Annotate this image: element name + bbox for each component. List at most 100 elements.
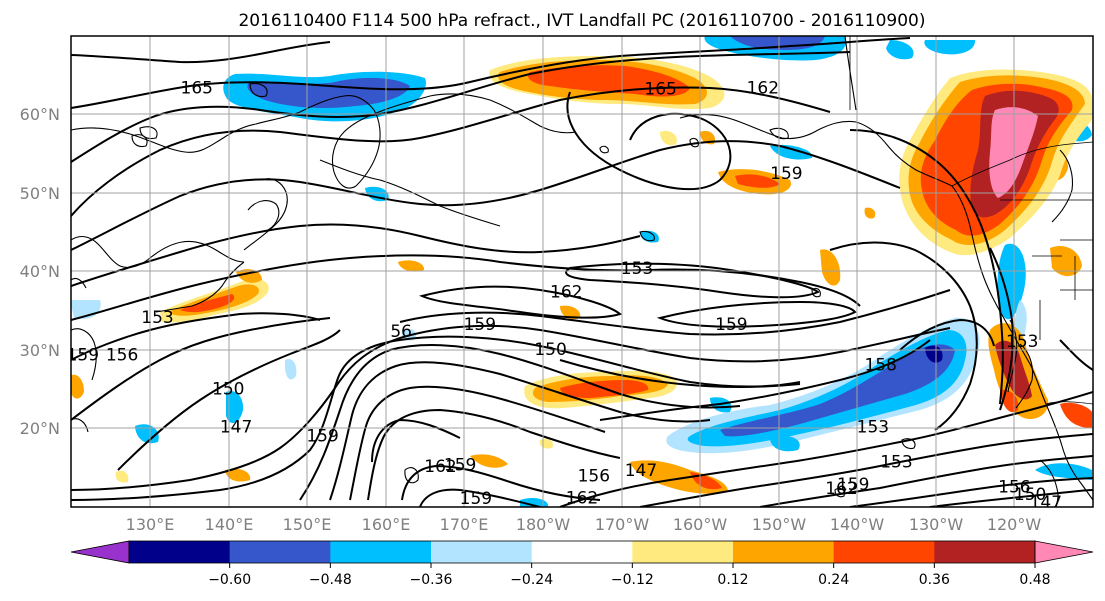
colorbar-tick-label: −0.24 [510, 572, 553, 588]
ivt-negative-region [226, 390, 244, 424]
colorbar-segment [632, 541, 734, 563]
colorbar-tick-labels: −0.60 −0.48 −0.36 −0.24 −0.12 0.12 0.24 0.36 0.4… [208, 563, 1051, 588]
contour-label: 159 [715, 315, 747, 335]
ivt-negative-region [687, 330, 967, 447]
contour-label: 147 [1030, 493, 1062, 513]
colorbar-tick-label: −0.12 [611, 572, 654, 588]
ivt-positive-region [398, 260, 425, 272]
contour-label: 153 [621, 259, 653, 279]
colorbar-segment [934, 541, 1036, 563]
contour-label: 165 [181, 79, 213, 99]
lon-label: 140°W [830, 515, 885, 534]
contour-label: 162 [825, 479, 857, 499]
contour-label: 147 [220, 418, 252, 438]
contour-label: 150 [534, 340, 566, 360]
colorbar-segment [129, 541, 231, 563]
lon-label: 160°E [362, 515, 411, 534]
ivt-positive-region [735, 174, 780, 188]
contour-label: 153 [141, 308, 173, 328]
contour-label: 162 [550, 283, 582, 303]
contour-label: 153 [857, 418, 889, 438]
contour-label: 156 [998, 477, 1030, 497]
contour-label: 147 [625, 461, 657, 481]
contour-label: 159 [464, 315, 496, 335]
contour-label: 162 [424, 457, 456, 477]
colorbar-tick-label: 0.48 [1019, 572, 1050, 588]
contour-label: 153 [1006, 332, 1038, 352]
contour-label: 156 [578, 466, 610, 486]
lat-label: 40°N [20, 262, 60, 281]
ivt-negative-region [720, 344, 955, 437]
ivt-negative-region [924, 40, 976, 55]
ivt-positive-region [820, 249, 841, 286]
ivt-positive-region [1060, 402, 1092, 428]
lon-label: 130°E [126, 515, 175, 534]
map-frame [70, 35, 1094, 508]
contour-label: 153 [880, 452, 912, 472]
colorbar-extend-high [1034, 540, 1094, 564]
contour-label: 162 [747, 79, 779, 99]
lon-label: 160°W [673, 515, 728, 534]
contour-label: 159 [306, 426, 338, 446]
contour-label: 156 [106, 345, 138, 365]
colorbar-segment [733, 541, 835, 563]
colorbar-tick-label: −0.60 [208, 572, 251, 588]
lon-label: 150°W [752, 515, 807, 534]
ivt-positive-region [470, 454, 508, 468]
ivt-negative-region [997, 243, 1026, 320]
ivt-negative-region [135, 424, 159, 444]
ivt-positive-region [1050, 246, 1082, 277]
coastlines [71, 36, 1093, 507]
ivt-negative-region [770, 144, 813, 160]
lon-label: 120°W [987, 515, 1042, 534]
lat-label: 60°N [20, 105, 60, 124]
lon-label: 180°W [516, 515, 571, 534]
ivt-positive-region [560, 305, 581, 320]
ivt-positive-region [225, 468, 251, 482]
colorbar-frame [128, 540, 1036, 564]
contour-label: 56 [390, 322, 412, 342]
ivt-negative-region [770, 435, 800, 452]
ivt-negative-region [1035, 463, 1092, 480]
lon-label: 140°E [205, 515, 254, 534]
contour-label: 159 [444, 455, 476, 475]
ivt-positive-region [660, 130, 677, 146]
ivt-positive-region [71, 374, 84, 399]
contour-label: 165 [644, 79, 676, 99]
lon-label: 130°W [909, 515, 964, 534]
contour-label: 159 [837, 475, 869, 495]
colorbar-tick-label: −0.48 [309, 572, 352, 588]
longitude-labels: 130°E 140°E 150°E 160°E 170°E 180°W 170°… [126, 515, 1042, 534]
lat-label: 30°N [20, 341, 60, 360]
political-borders [849, 36, 1093, 405]
colorbar-segment [833, 541, 935, 563]
contour-label: 159 [460, 489, 492, 509]
ivt-positive-region [864, 207, 876, 219]
colorbar-segment [229, 541, 331, 563]
colorbar-segment [531, 541, 633, 563]
colorbar-tick-label: 0.12 [717, 572, 748, 588]
colorbar-extend-low [70, 540, 130, 564]
contour-label: 159 [67, 345, 99, 365]
contour-label: 150 [1014, 485, 1046, 505]
contour-label: 162 [566, 488, 598, 508]
ivt-positive-region [115, 470, 129, 483]
figure-title: 2016110400 F114 500 hPa refract., IVT La… [238, 11, 925, 31]
ivt-negative-region [730, 36, 825, 50]
contour-lines [71, 37, 1093, 507]
gridlines [71, 36, 1093, 507]
contour-label: 150 [212, 379, 244, 399]
ivt-positive-region [180, 294, 235, 313]
colorbar-tick-label: 0.24 [818, 572, 849, 588]
colorbar [70, 540, 1094, 564]
colorbar-segment [431, 541, 533, 563]
colorbar-segment [330, 541, 432, 563]
ivt-negative-region [886, 40, 914, 60]
lat-label: 20°N [20, 419, 60, 438]
colorbar-tick-label: −0.36 [410, 572, 453, 588]
latitude-labels: 60°N 50°N 40°N 30°N 20°N [20, 105, 60, 438]
lat-label: 50°N [20, 184, 60, 203]
